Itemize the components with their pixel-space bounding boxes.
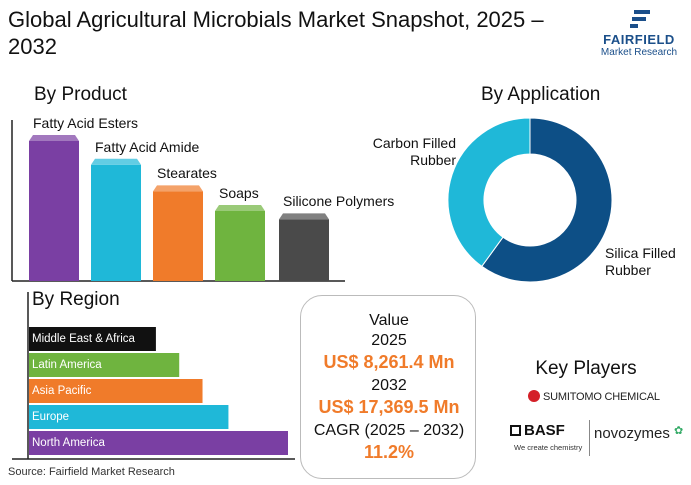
basf-logo: BASF We create chemistry — [510, 420, 586, 458]
cagr-value: 11.2% — [363, 442, 415, 462]
value-summary-box: Value 2025 US$ 8,261.4 Mn 2032 US$ 17,36… — [300, 295, 476, 479]
sumitomo-name: SUMITOMO CHEMICAL — [543, 391, 660, 403]
region-bar-north-america — [29, 431, 288, 455]
product-label-stearates: Stearates — [157, 165, 217, 182]
region-label-asia-pacific: Asia Pacific — [32, 385, 92, 397]
value-2032-amount: US$ 17,369.5 Mn — [318, 397, 460, 417]
region-bar-latin-america — [29, 353, 180, 377]
donut-slice-carbon-filled-rubber — [447, 117, 531, 268]
novozymes-logo: novozymes ✿ — [594, 424, 683, 442]
product-label-fatty-acid-amide: Fatty Acid Amide — [95, 138, 200, 155]
sumitomo-logo: SUMITOMO CHEMICAL — [528, 390, 660, 403]
logo-divider — [589, 420, 590, 456]
region-bar-middle-east-africa — [29, 327, 156, 351]
product-label-soaps: Soaps — [219, 185, 259, 201]
region-label-europe: Europe — [32, 411, 70, 423]
region-label-middle-east-africa: Middle East & Africa — [32, 333, 135, 345]
product-label-fatty-acid-esters: Fatty Acid Esters — [33, 115, 139, 131]
product-bar-stearates — [153, 185, 203, 281]
source-note: Source: Fairfield Market Research — [8, 466, 175, 478]
value-year-2025: 2025 — [371, 332, 407, 349]
region-bar-europe — [29, 405, 229, 429]
basf-square-icon — [510, 425, 521, 436]
basf-name: BASF — [510, 422, 565, 439]
region-label-latin-america: Latin America — [32, 359, 102, 371]
novozymes-name: novozymes — [594, 425, 670, 442]
region-section-title: By Region — [32, 289, 120, 310]
product-bar-silicone-polymers — [279, 213, 329, 281]
key-players-title: Key Players — [535, 358, 637, 379]
value-year-2032: 2032 — [371, 377, 407, 394]
product-bar-soaps — [215, 205, 265, 281]
basf-text: BASF — [524, 422, 565, 439]
page-title: Global Agricultural Microbials Market Sn… — [8, 7, 544, 59]
product-label-silicone-polymers: Silicone Polymers — [283, 193, 395, 210]
fairfield-logo: FAIRFIELD Market Research — [592, 8, 686, 58]
sumitomo-mark-icon — [528, 390, 540, 402]
value-2025-amount: US$ 8,261.4 Mn — [323, 352, 455, 372]
value-label: Value — [369, 312, 409, 329]
product-section-title: By Product — [34, 84, 127, 105]
logo-name: FAIRFIELD — [603, 32, 675, 47]
donut-label-carbon-filled-rubber: Carbon Filled Rubber — [372, 135, 456, 168]
region-bar-asia-pacific — [29, 379, 203, 403]
product-bar-fatty-acid-amide — [91, 158, 141, 281]
novozymes-leaf-icon: ✿ — [674, 425, 684, 437]
application-section-title: By Application — [481, 84, 601, 105]
basf-tagline: We create chemistry — [514, 443, 583, 452]
donut-label-silica-filled-rubber: Silica Filled Rubber — [605, 245, 676, 278]
product-bar-fatty-acid-esters — [29, 135, 79, 281]
region-label-north-america: North America — [32, 437, 105, 449]
donut-slice-silica-filled-rubber — [481, 117, 613, 283]
logo-subtitle: Market Research — [600, 47, 678, 58]
fairfield-logo-icon — [630, 10, 650, 28]
cagr-label: CAGR (2025 – 2032) — [313, 422, 465, 439]
